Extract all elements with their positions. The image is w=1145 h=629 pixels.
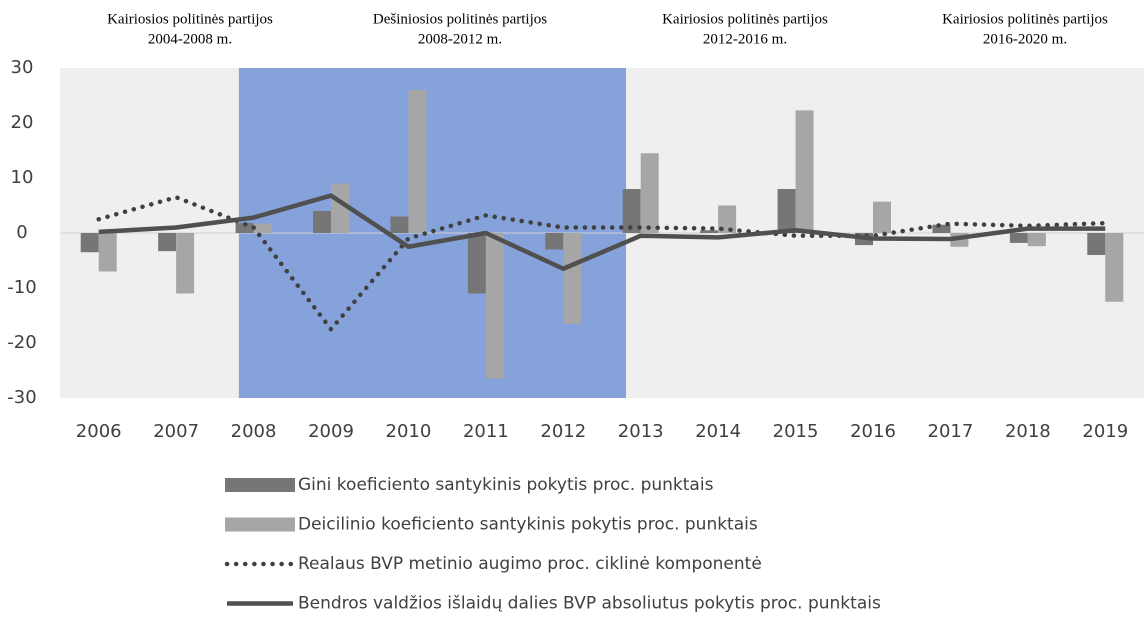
bar	[873, 201, 891, 233]
bar	[235, 223, 254, 233]
x-tick-label: 2006	[76, 421, 122, 442]
period-label: 2008-2012 m.	[418, 31, 502, 47]
period-label: Kairiosios politinės partijos	[942, 11, 1108, 27]
x-tick-label: 2019	[1082, 421, 1128, 442]
bar	[158, 233, 177, 252]
legend-label: Deicilinio koeficiento santykinis pokyti…	[298, 515, 758, 535]
x-tick-label: 2014	[695, 421, 741, 442]
y-tick-label: -30	[7, 387, 36, 408]
bar	[795, 110, 814, 233]
bar	[485, 233, 504, 379]
x-tick-label: 2017	[928, 421, 974, 442]
legend-label: Bendros valdžios išlaidų dalies BVP abso…	[298, 594, 881, 614]
bar	[467, 233, 486, 294]
y-tick-label: 0	[16, 222, 27, 243]
period-label: Dešiniosios politinės partijos	[373, 11, 547, 27]
bar	[545, 233, 564, 250]
bar	[1087, 233, 1106, 255]
y-tick-label: -20	[7, 332, 36, 353]
bar	[932, 224, 951, 233]
x-tick-label: 2015	[773, 421, 819, 442]
period-label: 2012-2016 m.	[703, 31, 787, 47]
y-tick-label: 30	[11, 57, 34, 78]
period-label: 2004-2008 m.	[148, 31, 232, 47]
y-tick-label: -10	[7, 277, 36, 298]
legend-swatch	[225, 517, 295, 532]
line-series	[96, 194, 1108, 333]
x-tick-label: 2012	[540, 421, 586, 442]
bar	[331, 183, 349, 233]
bar	[640, 153, 659, 233]
bar	[390, 216, 409, 233]
bar	[718, 205, 737, 233]
legend-swatch	[225, 478, 295, 492]
period-label: 2016-2020 m.	[983, 31, 1067, 47]
bar	[313, 211, 331, 233]
period-label: Kairiosios politinės partijos	[662, 11, 828, 27]
bar	[777, 189, 796, 233]
x-tick-label: 2018	[1005, 421, 1051, 442]
line-series	[98, 193, 1106, 271]
bar	[176, 233, 195, 294]
bar	[1009, 233, 1028, 243]
legend-label: Gini koeficiento santykinis pokytis proc…	[298, 475, 714, 495]
legend-label: Realaus BVP metinio augimo proc. ciklinė…	[298, 554, 762, 574]
x-tick-label: 2010	[386, 421, 432, 442]
bar	[98, 233, 117, 272]
bar	[1027, 233, 1046, 247]
bar	[408, 90, 427, 233]
y-tick-label: 20	[11, 112, 34, 133]
bar	[80, 233, 99, 253]
x-tick-label: 2016	[850, 421, 896, 442]
bar	[700, 230, 719, 233]
bar	[1105, 233, 1124, 302]
period-label: Kairiosios politinės partijos	[107, 11, 273, 27]
x-tick-label: 2011	[463, 421, 509, 442]
y-tick-label: 10	[11, 167, 34, 188]
bar	[563, 233, 582, 324]
bar	[622, 189, 641, 233]
x-tick-label: 2007	[153, 421, 199, 442]
x-tick-label: 2009	[308, 421, 354, 442]
x-tick-label: 2013	[618, 421, 664, 442]
bar	[253, 223, 272, 233]
x-tick-label: 2008	[231, 421, 277, 442]
